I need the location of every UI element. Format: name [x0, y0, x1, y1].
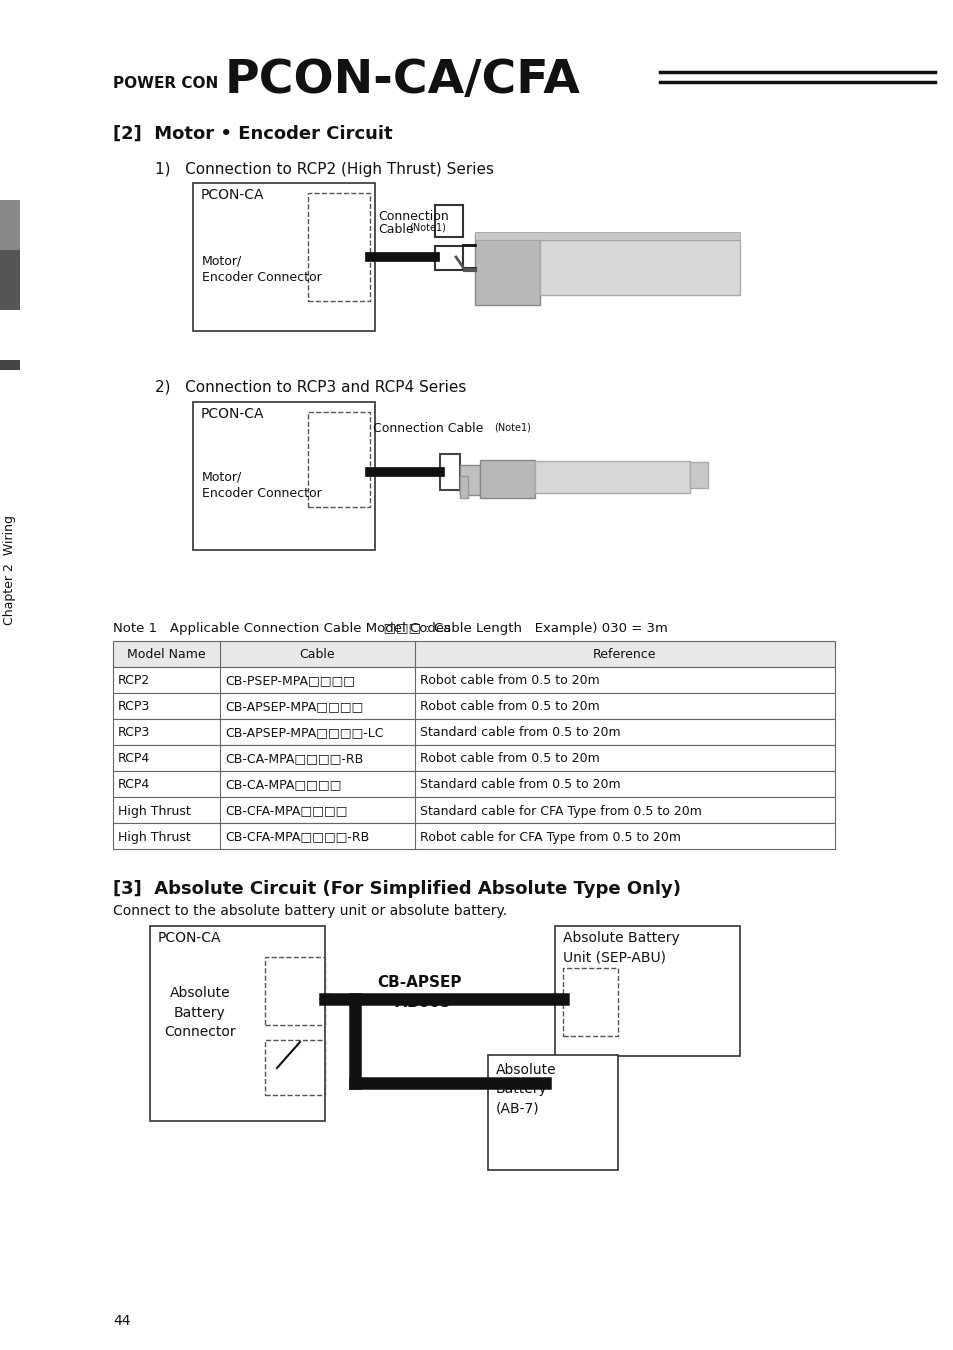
Text: Model Name: Model Name: [127, 648, 206, 662]
Bar: [0, 360, 20, 370]
Text: [2]  Motor • Encoder Circuit: [2] Motor • Encoder Circuit: [112, 126, 393, 143]
Text: Standard cable from 0.5 to 20m: Standard cable from 0.5 to 20m: [419, 726, 620, 740]
Text: Standard cable for CFA Type from 0.5 to 20m: Standard cable for CFA Type from 0.5 to …: [419, 805, 701, 818]
Text: Robot cable from 0.5 to 20m: Robot cable from 0.5 to 20m: [419, 675, 599, 687]
Text: [3]  Absolute Circuit (For Simplified Absolute Type Only): [3] Absolute Circuit (For Simplified Abs…: [112, 880, 680, 898]
Text: PCON-CA/CFA: PCON-CA/CFA: [225, 58, 580, 103]
Bar: [439, 454, 459, 490]
Bar: [112, 771, 834, 796]
Bar: [308, 412, 370, 508]
Text: Motor/
Encoder Connector: Motor/ Encoder Connector: [202, 470, 321, 500]
Text: Motor/
Encoder Connector: Motor/ Encoder Connector: [202, 254, 321, 284]
Bar: [689, 462, 707, 487]
Text: CB-APSEP
-AB005: CB-APSEP -AB005: [377, 975, 462, 1010]
Bar: [0, 250, 20, 310]
Bar: [555, 926, 740, 1056]
Bar: [265, 1040, 325, 1095]
Bar: [488, 1054, 618, 1170]
Bar: [459, 477, 468, 498]
Text: High Thrust: High Thrust: [118, 805, 191, 818]
Bar: [459, 464, 479, 495]
Text: RCP4: RCP4: [118, 779, 150, 791]
Bar: [479, 460, 535, 498]
Bar: [535, 460, 689, 493]
Text: CB-PSEP-MPA□□□□: CB-PSEP-MPA□□□□: [225, 675, 355, 687]
Text: RCP4: RCP4: [118, 752, 150, 765]
Text: PCON-CA: PCON-CA: [158, 931, 221, 945]
Bar: [562, 968, 618, 1035]
Bar: [112, 641, 834, 667]
Text: CB-APSEP-MPA□□□□-LC: CB-APSEP-MPA□□□□-LC: [225, 726, 383, 740]
Bar: [0, 200, 20, 255]
Bar: [539, 240, 740, 296]
Bar: [475, 232, 740, 240]
Text: Cable: Cable: [299, 648, 335, 662]
Bar: [112, 720, 834, 745]
Text: Robot cable for CFA Type from 0.5 to 20m: Robot cable for CFA Type from 0.5 to 20m: [419, 830, 680, 844]
Text: CB-CA-MPA□□□□: CB-CA-MPA□□□□: [225, 779, 341, 791]
Text: Chapter 2  Wiring: Chapter 2 Wiring: [4, 514, 16, 625]
Bar: [265, 957, 325, 1025]
Text: CB-APSEP-MPA□□□□: CB-APSEP-MPA□□□□: [225, 701, 363, 714]
Bar: [193, 184, 375, 331]
Text: RCP3: RCP3: [118, 726, 150, 740]
Text: Connection Cable: Connection Cable: [373, 423, 483, 435]
Text: CB-CA-MPA□□□□-RB: CB-CA-MPA□□□□-RB: [225, 752, 363, 765]
Text: Absolute
Battery
(AB-7): Absolute Battery (AB-7): [496, 1062, 556, 1116]
Bar: [193, 402, 375, 549]
Bar: [112, 667, 834, 693]
Bar: [150, 926, 325, 1120]
Text: RCP2: RCP2: [118, 675, 150, 687]
Text: Reference: Reference: [593, 648, 656, 662]
Text: CB-CFA-MPA□□□□-RB: CB-CFA-MPA□□□□-RB: [225, 830, 369, 844]
Bar: [475, 234, 539, 305]
Text: (Note1): (Note1): [494, 423, 530, 432]
Text: Connection: Connection: [377, 211, 448, 223]
Bar: [112, 745, 834, 771]
Text: High Thrust: High Thrust: [118, 830, 191, 844]
Text: Note 1   Applicable Connection Cable Model Codes: Note 1 Applicable Connection Cable Model…: [112, 622, 451, 634]
Text: Robot cable from 0.5 to 20m: Robot cable from 0.5 to 20m: [419, 701, 599, 714]
Text: Standard cable from 0.5 to 20m: Standard cable from 0.5 to 20m: [419, 779, 620, 791]
Text: PCON-CA: PCON-CA: [201, 406, 264, 421]
Text: 1)   Connection to RCP2 (High Thrust) Series: 1) Connection to RCP2 (High Thrust) Seri…: [154, 162, 494, 177]
Text: PCON-CA: PCON-CA: [201, 188, 264, 202]
Text: Absolute Battery
Unit (SEP-ABU): Absolute Battery Unit (SEP-ABU): [562, 931, 679, 964]
Bar: [112, 824, 834, 849]
Text: RCP3: RCP3: [118, 701, 150, 714]
Text: 44: 44: [112, 1314, 131, 1328]
Bar: [435, 246, 462, 270]
Text: Cable: Cable: [377, 223, 414, 236]
Text: (Note1): (Note1): [409, 223, 445, 234]
Bar: [308, 193, 370, 301]
Text: 2)   Connection to RCP3 and RCP4 Series: 2) Connection to RCP3 and RCP4 Series: [154, 379, 466, 396]
Text: Robot cable from 0.5 to 20m: Robot cable from 0.5 to 20m: [419, 752, 599, 765]
Text: POWER CON: POWER CON: [112, 76, 218, 90]
Bar: [112, 796, 834, 824]
Text: Absolute
Battery
Connector: Absolute Battery Connector: [164, 986, 235, 1040]
Text: Connect to the absolute battery unit or absolute battery.: Connect to the absolute battery unit or …: [112, 904, 507, 918]
Bar: [112, 693, 834, 720]
Text: CB-CFA-MPA□□□□: CB-CFA-MPA□□□□: [225, 805, 347, 818]
Bar: [0, 215, 20, 235]
Text: □□□ : Cable Length   Example) 030 = 3m: □□□ : Cable Length Example) 030 = 3m: [375, 622, 667, 634]
Bar: [435, 205, 462, 238]
